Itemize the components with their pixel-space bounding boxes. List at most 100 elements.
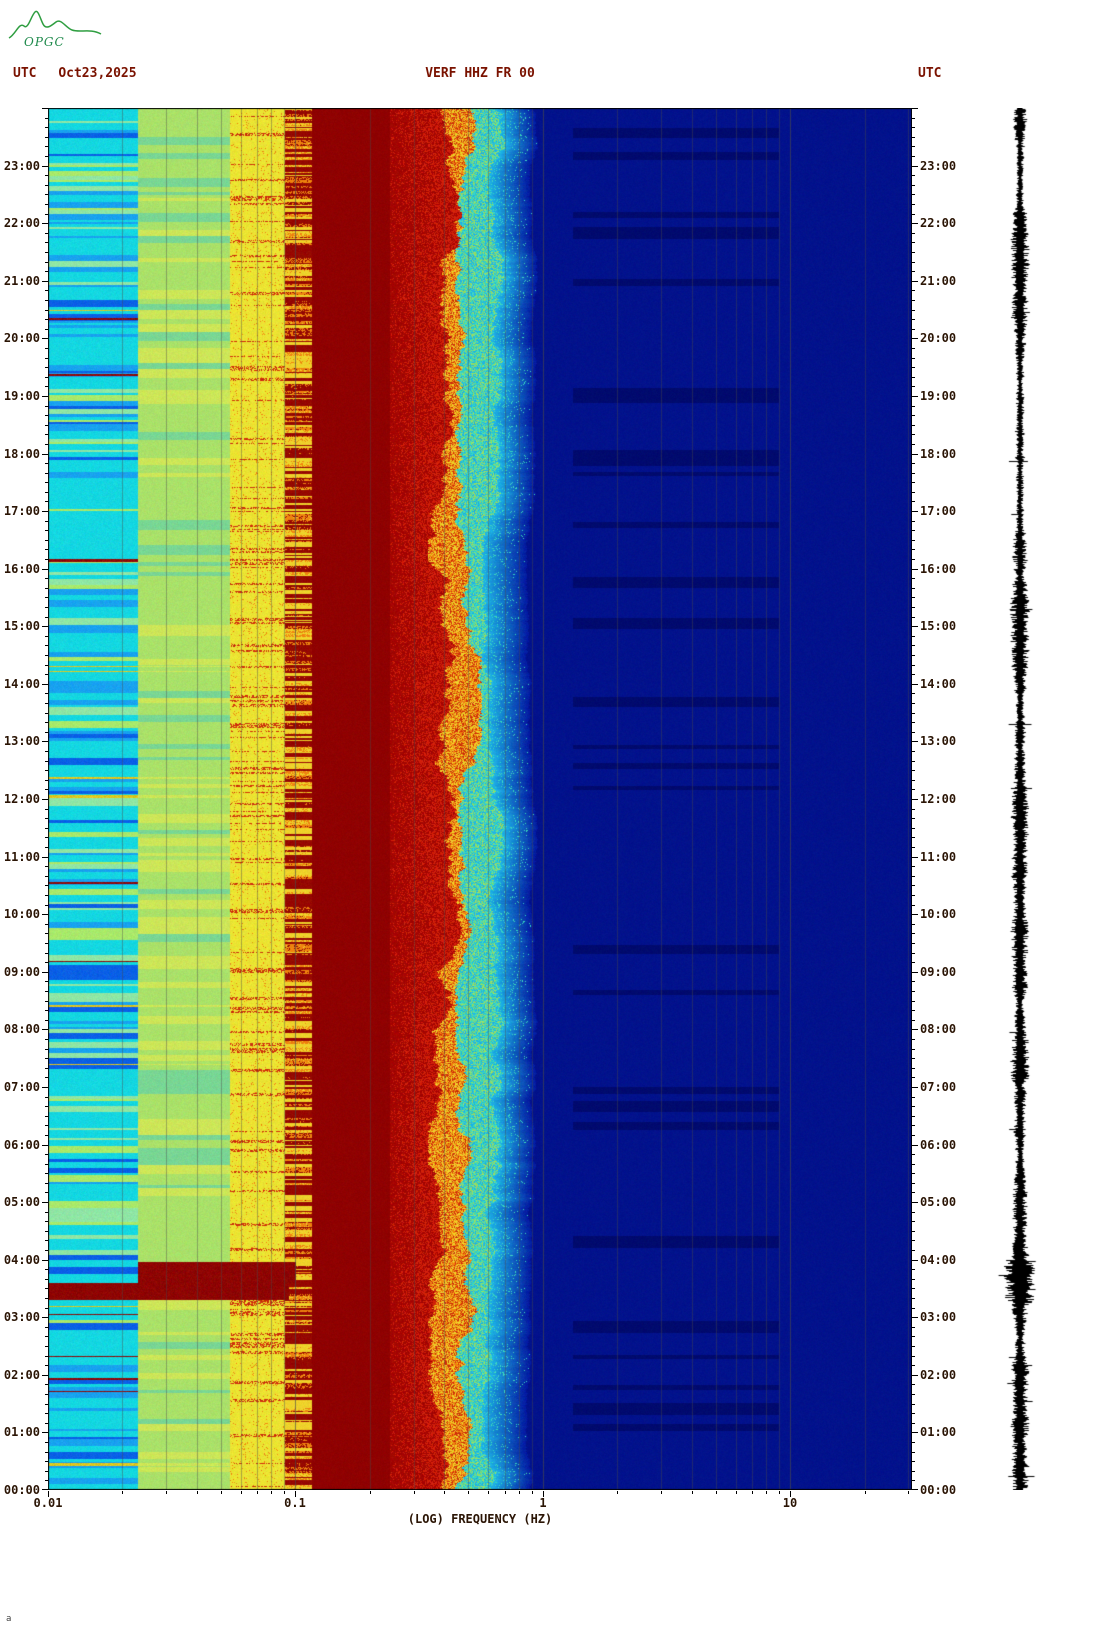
y-tick xyxy=(912,1432,918,1433)
y-tick xyxy=(45,1298,48,1299)
y-tick xyxy=(45,118,48,119)
y-tick xyxy=(912,1154,915,1155)
y-tick-label-right: 22:00 xyxy=(920,216,957,231)
y-tick-label-right: 23:00 xyxy=(920,158,957,173)
y-tick xyxy=(912,319,915,320)
y-tick xyxy=(912,962,915,963)
y-tick xyxy=(912,770,915,771)
y-tick xyxy=(42,1087,48,1088)
y-tick-label-left: 03:00 xyxy=(3,1310,40,1325)
y-tick xyxy=(45,1327,48,1328)
y-tick xyxy=(912,732,915,733)
y-tick xyxy=(912,1413,915,1414)
x-tick xyxy=(241,1491,242,1494)
x-tick xyxy=(370,1491,371,1494)
y-tick xyxy=(42,396,48,397)
y-tick xyxy=(45,559,48,560)
y-tick xyxy=(45,290,48,291)
y-tick-label-left: 22:00 xyxy=(3,216,40,231)
y-tick xyxy=(45,1164,48,1165)
y-tick xyxy=(912,492,915,493)
y-tick xyxy=(45,262,48,263)
y-tick xyxy=(912,1317,918,1318)
y-tick xyxy=(912,847,915,848)
y-tick xyxy=(45,1039,48,1040)
y-tick xyxy=(45,1010,48,1011)
y-tick-label-right: 14:00 xyxy=(920,676,957,691)
y-tick-label-left: 21:00 xyxy=(3,273,40,288)
y-tick xyxy=(912,645,915,646)
y-tick xyxy=(912,1384,915,1385)
y-tick xyxy=(42,1317,48,1318)
y-tick xyxy=(45,310,48,311)
y-tick xyxy=(42,1260,48,1261)
y-tick-label-left: 19:00 xyxy=(3,388,40,403)
y-tick-label-left: 00:00 xyxy=(3,1483,40,1497)
y-tick xyxy=(912,1192,915,1193)
y-tick-label-right: 17:00 xyxy=(920,504,957,519)
y-tick xyxy=(912,1173,915,1174)
y-tick xyxy=(912,914,918,915)
y-tick-label-right: 07:00 xyxy=(920,1079,957,1094)
y-tick xyxy=(912,1404,915,1405)
y-tick xyxy=(912,799,918,800)
y-tick xyxy=(42,1145,48,1146)
y-tick xyxy=(912,204,915,205)
spectrogram-canvas xyxy=(48,108,912,1490)
y-tick xyxy=(912,1375,918,1376)
y-tick xyxy=(45,1308,48,1309)
y-tick-label-right: 06:00 xyxy=(920,1137,957,1152)
y-tick xyxy=(45,233,48,234)
y-tick xyxy=(912,837,915,838)
y-tick xyxy=(912,1365,915,1366)
y-tick xyxy=(912,828,915,829)
y-tick-label-left: 18:00 xyxy=(3,446,40,461)
y-tick xyxy=(42,511,48,512)
y-tick xyxy=(912,242,915,243)
y-tick xyxy=(45,1212,48,1213)
y-tick xyxy=(912,1212,915,1213)
y-tick xyxy=(45,809,48,810)
y-tick xyxy=(45,1404,48,1405)
y-tick xyxy=(42,569,48,570)
x-tick xyxy=(865,1491,866,1494)
logo-squiggle-icon xyxy=(8,10,102,39)
x-axis-labels: 0.01 0.1 1 10 xyxy=(34,1496,912,1510)
y-tick xyxy=(45,1173,48,1174)
y-tick xyxy=(45,540,48,541)
y-tick xyxy=(912,1346,915,1347)
y-tick-label-right: 05:00 xyxy=(920,1195,957,1210)
y-tick xyxy=(45,962,48,963)
y-tick xyxy=(912,1135,915,1136)
y-tick xyxy=(45,1461,48,1462)
y-tick xyxy=(45,1116,48,1117)
y-tick xyxy=(912,310,915,311)
y-tick xyxy=(912,713,915,714)
y-tick xyxy=(45,377,48,378)
y-tick xyxy=(45,761,48,762)
y-tick xyxy=(45,1231,48,1232)
y-tick-label-right: 16:00 xyxy=(920,561,957,576)
y-tick xyxy=(912,521,915,522)
y-tick xyxy=(45,1394,48,1395)
y-tick xyxy=(912,588,915,589)
y-tick xyxy=(45,319,48,320)
y-tick xyxy=(45,828,48,829)
y-tick xyxy=(45,1442,48,1443)
y-tick xyxy=(45,655,48,656)
y-tick xyxy=(45,1058,48,1059)
plot-title: VERF HHZ FR 00 xyxy=(425,66,535,81)
x-tick xyxy=(505,1491,506,1494)
y-tick xyxy=(912,338,918,339)
y-tick xyxy=(45,1154,48,1155)
y-tick xyxy=(912,127,915,128)
y-tick xyxy=(912,924,915,925)
y-tick xyxy=(912,741,918,742)
x-tick xyxy=(271,1491,272,1494)
y-tick xyxy=(912,358,915,359)
y-tick xyxy=(912,972,918,973)
y-tick xyxy=(45,1192,48,1193)
y-tick xyxy=(912,1010,915,1011)
y-tick xyxy=(42,281,48,282)
y-tick-label-left: 05:00 xyxy=(3,1195,40,1210)
